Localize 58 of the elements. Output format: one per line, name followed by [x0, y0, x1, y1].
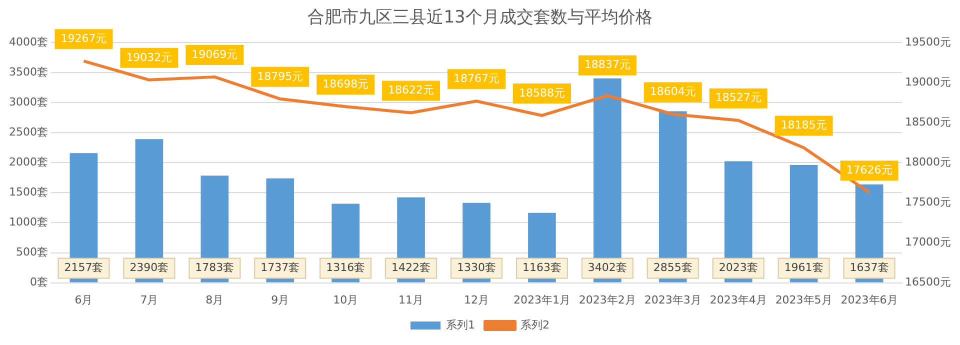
data-label: 2390套 — [130, 261, 169, 274]
y2-tick-label: 17500元 — [905, 196, 952, 209]
y2-tick-label: 18000元 — [905, 155, 952, 168]
x-tick-label: 8月 — [206, 293, 224, 306]
y2-tick-label: 17000元 — [905, 236, 952, 249]
x-tick-label: 6月 — [74, 293, 93, 306]
y-tick-label: 1500套 — [8, 186, 48, 199]
data-label: 18588元 — [518, 86, 565, 100]
data-label: 18767元 — [454, 72, 500, 85]
x-tick-label: 2023年2月 — [578, 293, 636, 306]
data-label: 19069元 — [192, 48, 238, 61]
y2-tick-label: 19000元 — [905, 75, 952, 88]
y-tick-label: 1000套 — [8, 216, 48, 229]
y-tick-label: 2500套 — [8, 125, 48, 138]
chart-title: 合肥市九区三县近13个月成交套数与平均价格 — [308, 8, 652, 28]
legend-label: 系列1 — [446, 318, 475, 332]
data-label: 18604元 — [650, 85, 696, 98]
data-label: 19032元 — [126, 50, 172, 64]
y-tick-label: 0套 — [30, 276, 48, 289]
legend-label: 系列2 — [520, 318, 550, 332]
data-label: 18795元 — [257, 70, 304, 83]
data-label: 1961套 — [784, 261, 824, 274]
data-label: 1163套 — [522, 261, 562, 274]
x-tick-label: 2023年6月 — [840, 293, 898, 306]
data-label: 1783套 — [195, 261, 234, 274]
y-tick-label: 2000套 — [8, 155, 48, 168]
data-label: 18527元 — [715, 91, 762, 104]
x-tick-label: 12月 — [464, 293, 489, 306]
data-label: 18837元 — [584, 58, 630, 72]
data-label: 2855套 — [653, 261, 692, 274]
y-tick-label: 3000套 — [8, 95, 48, 108]
x-tick-label: 2023年4月 — [710, 293, 767, 306]
y2-tick-label: 16500元 — [905, 276, 952, 289]
y-tick-label: 4000套 — [8, 35, 48, 48]
data-label: 18698元 — [322, 78, 369, 91]
data-label: 3402套 — [588, 261, 627, 274]
data-label: 1737套 — [260, 261, 300, 274]
x-tick-label: 2023年1月 — [513, 293, 570, 306]
x-tick-label: 11月 — [398, 293, 424, 306]
data-label: 19267元 — [60, 32, 107, 45]
x-tick-label: 9月 — [271, 293, 290, 306]
data-label: 1330套 — [457, 261, 496, 274]
data-label: 18185元 — [780, 118, 827, 132]
data-label: 1316套 — [326, 261, 366, 274]
x-tick-label: 7月 — [140, 293, 158, 306]
data-label: 1422套 — [392, 261, 431, 274]
y-tick-label: 3500套 — [8, 65, 48, 78]
data-label: 2023套 — [718, 261, 758, 274]
data-label: 18622元 — [388, 84, 434, 97]
y2-tick-label: 18500元 — [905, 115, 952, 128]
y2-tick-label: 19500元 — [905, 35, 952, 48]
data-label: 17626元 — [846, 163, 892, 176]
x-tick-label: 10月 — [333, 293, 358, 306]
data-label: 1637套 — [850, 261, 889, 274]
data-label: 2157套 — [64, 261, 104, 274]
y-tick-label: 500套 — [16, 246, 48, 259]
x-tick-label: 2023年5月 — [775, 293, 832, 306]
x-tick-label: 2023年3月 — [644, 293, 702, 306]
